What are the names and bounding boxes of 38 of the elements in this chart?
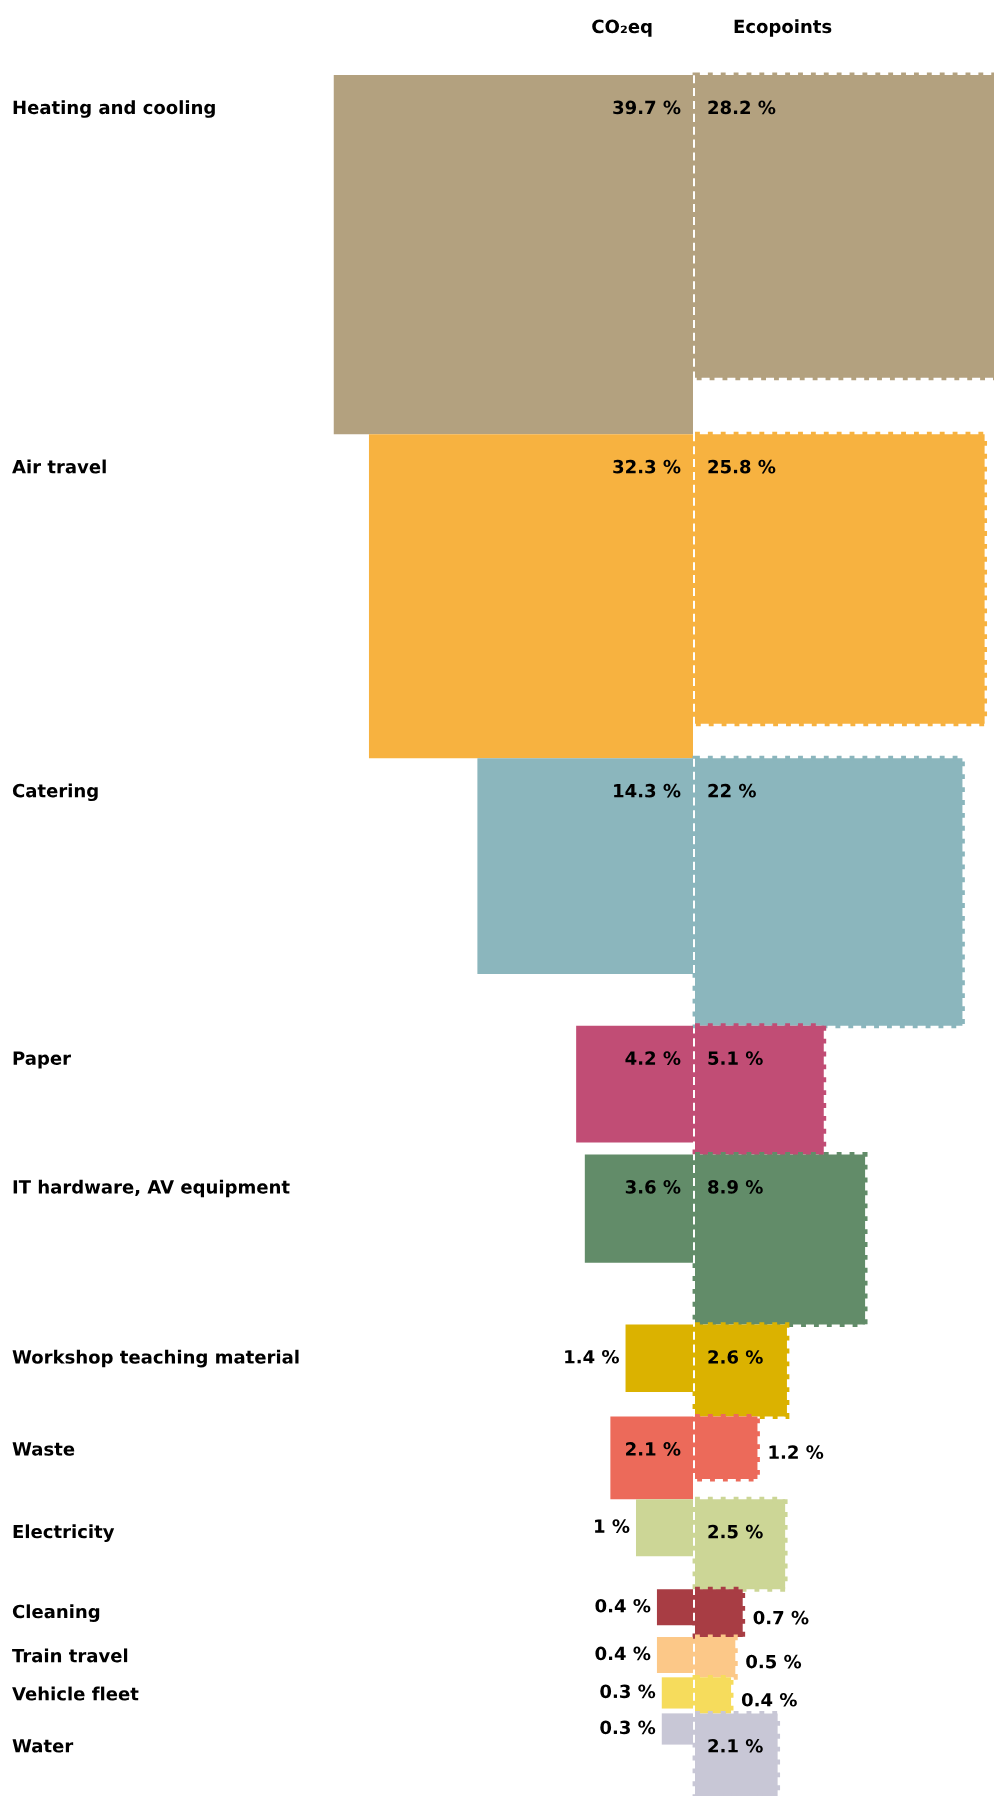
data-label: 1.2 % xyxy=(769,1445,824,1459)
data-label: 2.1 % xyxy=(708,1738,763,1753)
data-label: 22 % xyxy=(708,783,756,798)
data-label: 1.4 % xyxy=(565,1349,619,1364)
text: Ecopoints xyxy=(734,19,832,37)
data-label: 32.3 % xyxy=(613,459,681,474)
data-label: 3.6 % xyxy=(625,1180,681,1194)
text: CO₂eq xyxy=(592,19,652,37)
category-label: Cleaning xyxy=(12,1604,100,1622)
data-label: 4.2 % xyxy=(625,1051,681,1065)
category-label: Water xyxy=(12,1739,74,1753)
category-label: Waste xyxy=(12,1442,75,1456)
category-label: Air travel xyxy=(12,459,106,474)
data-label: 25.8 % xyxy=(708,459,776,474)
data-label: 2.5 % xyxy=(708,1524,763,1539)
data-label: 28.2 % xyxy=(708,100,776,115)
data-label: 0.4 % xyxy=(741,1692,797,1707)
data-label: 0.5 % xyxy=(746,1654,802,1669)
data-label: 0.4 % xyxy=(595,1646,651,1661)
category-label: Heating and cooling xyxy=(13,100,215,118)
data-label: 8.9 % xyxy=(708,1180,763,1194)
data-label: 0.4 % xyxy=(595,1598,651,1613)
category-label: IT hardware, AV equipment xyxy=(13,1179,290,1198)
data-label: 39.7 % xyxy=(613,100,681,115)
data-label: 0.7 % xyxy=(753,1610,809,1625)
data-label: 2.1 % xyxy=(626,1442,681,1456)
data-label: 0.3 % xyxy=(600,1720,656,1735)
category-label: Vehicle fleet xyxy=(12,1686,139,1701)
data-label: 2.6 % xyxy=(708,1350,763,1364)
data-label: 1 % xyxy=(595,1519,630,1533)
category-label: Train travel xyxy=(12,1648,128,1663)
data-label: 14.3 % xyxy=(614,783,681,798)
category-label: Paper xyxy=(13,1051,71,1069)
category-label: Workshop teaching material xyxy=(12,1349,299,1368)
data-label: 0.3 % xyxy=(600,1684,656,1699)
category-label: Electricity xyxy=(13,1524,115,1542)
category-label: Catering xyxy=(12,783,98,802)
data-label: 5.1 % xyxy=(708,1051,763,1065)
